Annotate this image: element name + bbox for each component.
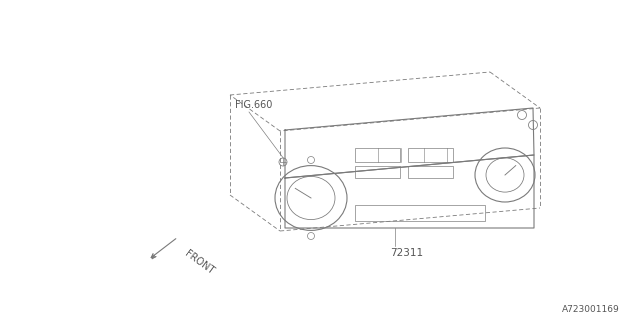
Bar xyxy=(355,166,400,178)
Text: FIG.660: FIG.660 xyxy=(235,100,273,110)
Bar xyxy=(355,148,400,162)
Bar xyxy=(408,148,453,162)
Text: A723001169: A723001169 xyxy=(563,305,620,314)
Text: 72311: 72311 xyxy=(390,248,423,258)
Bar xyxy=(355,205,485,221)
Bar xyxy=(408,166,453,178)
Text: FRONT: FRONT xyxy=(183,249,216,277)
